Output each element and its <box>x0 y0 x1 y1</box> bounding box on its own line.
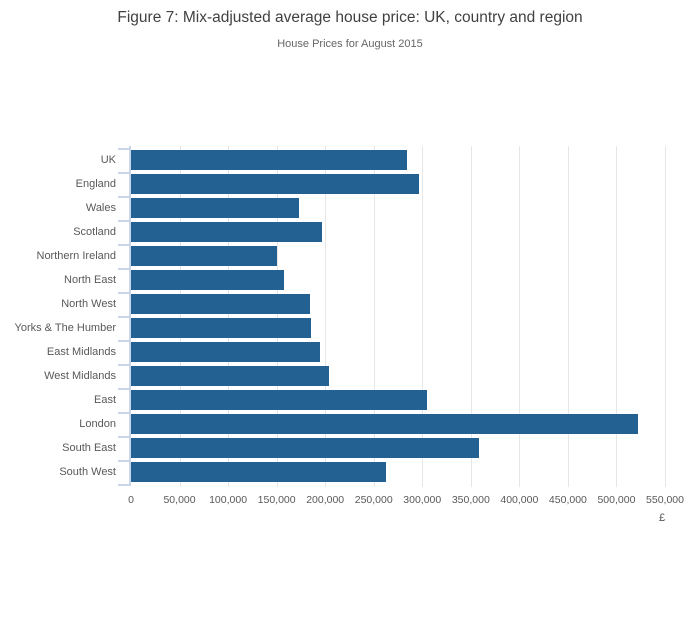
category-label: South West <box>59 466 116 478</box>
y-axis-tick <box>118 316 129 318</box>
x-tick-label: 250,000 <box>354 494 393 506</box>
y-axis-tick <box>118 340 129 342</box>
category-label: Northern Ireland <box>36 250 117 262</box>
bar <box>131 222 323 242</box>
gridline <box>373 146 375 487</box>
category-label: North East <box>64 274 116 286</box>
bar <box>131 294 310 314</box>
x-tick-label: 50,000 <box>163 494 196 506</box>
bar <box>131 270 285 290</box>
category-label: Yorks & The Humber <box>14 322 117 334</box>
y-axis-tick <box>118 388 129 390</box>
bar <box>131 342 321 362</box>
gridline <box>616 146 618 487</box>
x-tick-label: 150,000 <box>257 494 296 506</box>
chart-title: Figure 7: Mix-adjusted average house pri… <box>117 9 583 26</box>
gridline <box>179 146 181 487</box>
gridline <box>422 146 424 487</box>
y-axis-line <box>129 146 131 486</box>
bar <box>131 414 638 434</box>
category-label: East <box>93 394 116 406</box>
y-axis-tick <box>118 268 129 270</box>
y-axis-tick <box>118 292 129 294</box>
x-tick-label: 500,000 <box>597 494 636 506</box>
bar <box>131 390 428 410</box>
x-tick-label: 300,000 <box>403 494 442 506</box>
category-label: Scotland <box>73 226 116 238</box>
x-tick-label: 0 <box>128 494 134 506</box>
bar <box>131 438 479 458</box>
y-axis-tick <box>118 148 129 150</box>
category-label: England <box>75 178 116 190</box>
plot-area: 0 50,000 100,000 150,000 200,000 250,000 300,0… <box>118 146 684 524</box>
chart-subtitle: House Prices for August 2015 <box>277 38 423 50</box>
y-axis-tick <box>118 484 129 486</box>
x-tick-label: 400,000 <box>500 494 539 506</box>
gridline <box>228 146 230 487</box>
x-axis-title: £ <box>658 512 666 524</box>
y-axis-tick <box>118 436 129 438</box>
bar <box>131 150 407 170</box>
gridline <box>470 146 472 487</box>
gridline <box>567 146 569 487</box>
category-label: UK <box>100 154 116 166</box>
bar <box>131 174 420 194</box>
y-axis-tick <box>118 196 129 198</box>
bar <box>131 462 387 482</box>
x-tick-label: 100,000 <box>209 494 248 506</box>
category-label: South East <box>62 442 116 454</box>
category-label: North West <box>61 298 116 310</box>
gridline <box>665 146 666 487</box>
x-tick-label: 200,000 <box>306 494 345 506</box>
y-axis-tick <box>118 220 129 222</box>
y-axis-tick <box>118 172 129 174</box>
y-axis-tick <box>118 412 129 414</box>
y-axis-tick <box>118 364 129 366</box>
category-label: Wales <box>85 202 116 214</box>
bar <box>131 318 311 338</box>
category-label: East Midlands <box>46 346 116 358</box>
gridline <box>325 146 327 487</box>
category-label: West Midlands <box>44 370 116 382</box>
bar <box>131 246 277 266</box>
x-tick-label: 350,000 <box>451 494 490 506</box>
x-tick-label: 550,000 <box>646 494 684 506</box>
y-axis-tick <box>118 460 129 462</box>
bar <box>131 198 299 218</box>
bar <box>131 366 330 386</box>
gridline <box>519 146 521 487</box>
y-axis-tick <box>118 244 129 246</box>
x-tick-label: 450,000 <box>548 494 587 506</box>
category-label: London <box>79 418 116 430</box>
gridline <box>276 146 278 487</box>
